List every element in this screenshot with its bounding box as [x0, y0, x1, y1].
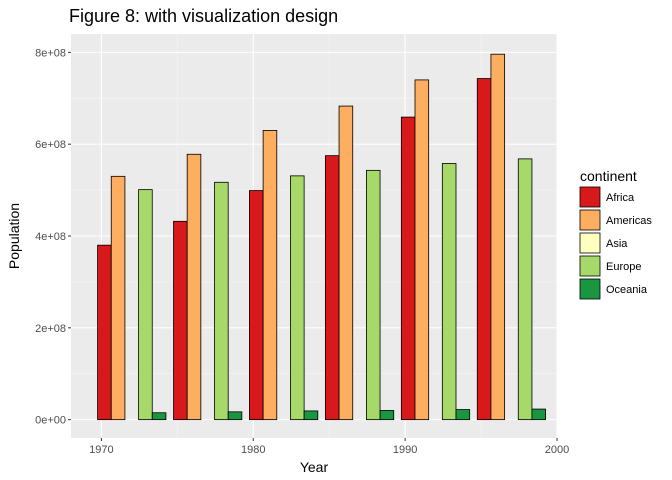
- bar-oceania-1977: [227, 411, 243, 421]
- bar-americas-1992: [414, 79, 430, 421]
- y-tick-label: 4e+08: [35, 231, 66, 243]
- bar-africa-1977: [173, 220, 188, 421]
- bar-americas-1987: [338, 105, 354, 421]
- bars: [97, 53, 547, 421]
- legend-key-africa: [579, 186, 601, 208]
- bar-oceania-1972: [151, 412, 167, 421]
- bar-americas-1997: [490, 53, 506, 421]
- legend-key-americas: [579, 209, 601, 231]
- x-axis: 1970 1980 1990 2000: [89, 438, 569, 456]
- legend-label-americas: Americas: [606, 215, 652, 227]
- bar-africa-1997: [476, 78, 492, 421]
- legend-title: continent: [580, 168, 637, 184]
- bar-americas-1982: [262, 130, 278, 421]
- bar-africa-1992: [400, 116, 416, 421]
- legend-key-oceania: [579, 278, 601, 300]
- bar-africa-1987: [324, 155, 340, 421]
- bar-africa-1982: [249, 190, 264, 421]
- bar-oceania-1982: [303, 410, 319, 421]
- y-tick-label: 6e+08: [35, 139, 66, 151]
- x-axis-title: Year: [300, 459, 329, 475]
- legend: continent Africa Americas Asia Europe Oceani…: [579, 168, 652, 300]
- y-axis: 0e+00 2e+08 4e+08 6e+08 8e+08: [35, 47, 71, 427]
- bar-oceania-1997: [531, 408, 547, 421]
- bar-europe-1982: [290, 175, 305, 421]
- bar-europe-1992: [441, 163, 457, 421]
- bar-europe-1997: [517, 158, 533, 421]
- x-tick-label: 1970: [89, 444, 113, 456]
- legend-key-asia: [579, 232, 601, 254]
- x-tick-label: 2000: [545, 444, 569, 456]
- y-tick-label: 2e+08: [35, 323, 66, 335]
- legend-label-asia: Asia: [606, 238, 628, 250]
- bar-africa-1972: [97, 244, 112, 421]
- bar-europe-1972: [138, 189, 153, 421]
- y-axis-title: Population: [6, 203, 22, 269]
- chart-title: Figure 8: with visualization design: [69, 6, 338, 26]
- y-tick-label: 0e+00: [35, 415, 66, 427]
- bar-americas-1972: [110, 175, 126, 421]
- legend-label-europe: Europe: [606, 261, 641, 273]
- x-tick-label: 1990: [393, 444, 417, 456]
- bar-europe-1977: [214, 181, 229, 421]
- legend-key-europe: [579, 255, 601, 277]
- bar-oceania-1987: [379, 410, 395, 421]
- legend-label-oceania: Oceania: [606, 284, 648, 296]
- y-tick-label: 8e+08: [35, 47, 66, 59]
- bar-oceania-1992: [455, 409, 471, 421]
- x-tick-label: 1980: [241, 444, 265, 456]
- legend-label-africa: Africa: [606, 192, 635, 204]
- bar-europe-1987: [365, 169, 381, 421]
- bar-americas-1977: [186, 153, 202, 421]
